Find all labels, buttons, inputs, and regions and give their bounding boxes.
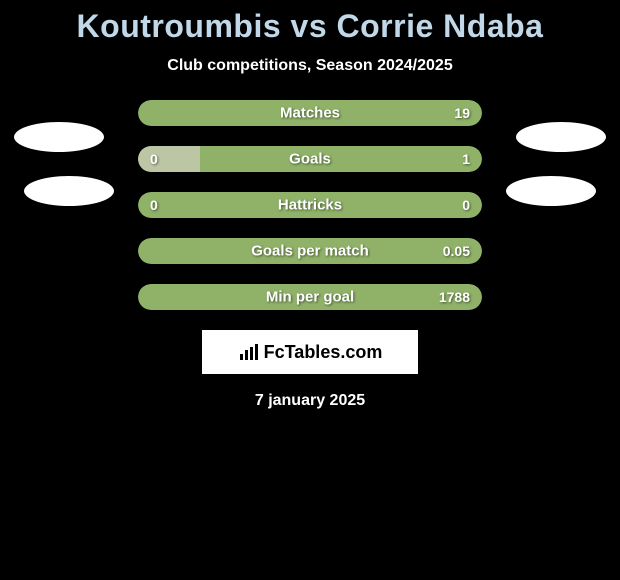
stat-row: Min per goal 1788 [138,284,482,310]
stat-value-right: 1788 [439,289,470,305]
stat-row: 0 Hattricks 0 [138,192,482,218]
stat-label: Goals per match [251,243,369,260]
comparison-title: Koutroumbis vs Corrie Ndaba [0,0,620,45]
stat-value-left: 0 [150,151,158,167]
player-left-avatar-1 [14,122,104,152]
player-right-avatar-2 [506,176,596,206]
chart-icon [238,343,260,361]
stat-label: Hattricks [278,197,342,214]
stat-value-right: 1 [462,151,470,167]
brand-logo-box: FcTables.com [202,330,418,374]
stat-label: Goals [289,151,331,168]
stats-container: Matches 19 0 Goals 1 0 Hattricks 0 Goals per mat… [138,100,482,310]
player-left-avatar-2 [24,176,114,206]
stat-value-right: 19 [454,105,470,121]
comparison-date: 7 january 2025 [0,392,620,410]
stat-row: Matches 19 [138,100,482,126]
comparison-subtitle: Club competitions, Season 2024/2025 [0,57,620,75]
stat-value-right: 0.05 [443,243,470,259]
stat-label: Min per goal [266,289,354,306]
stat-row: 0 Goals 1 [138,146,482,172]
player-right-avatar-1 [516,122,606,152]
brand-logo-text: FcTables.com [264,342,383,363]
brand-logo: FcTables.com [238,342,383,363]
stat-value-left: 0 [150,197,158,213]
stat-label: Matches [280,105,340,122]
stat-value-right: 0 [462,197,470,213]
stat-bar-fill [138,146,200,172]
stat-row: Goals per match 0.05 [138,238,482,264]
